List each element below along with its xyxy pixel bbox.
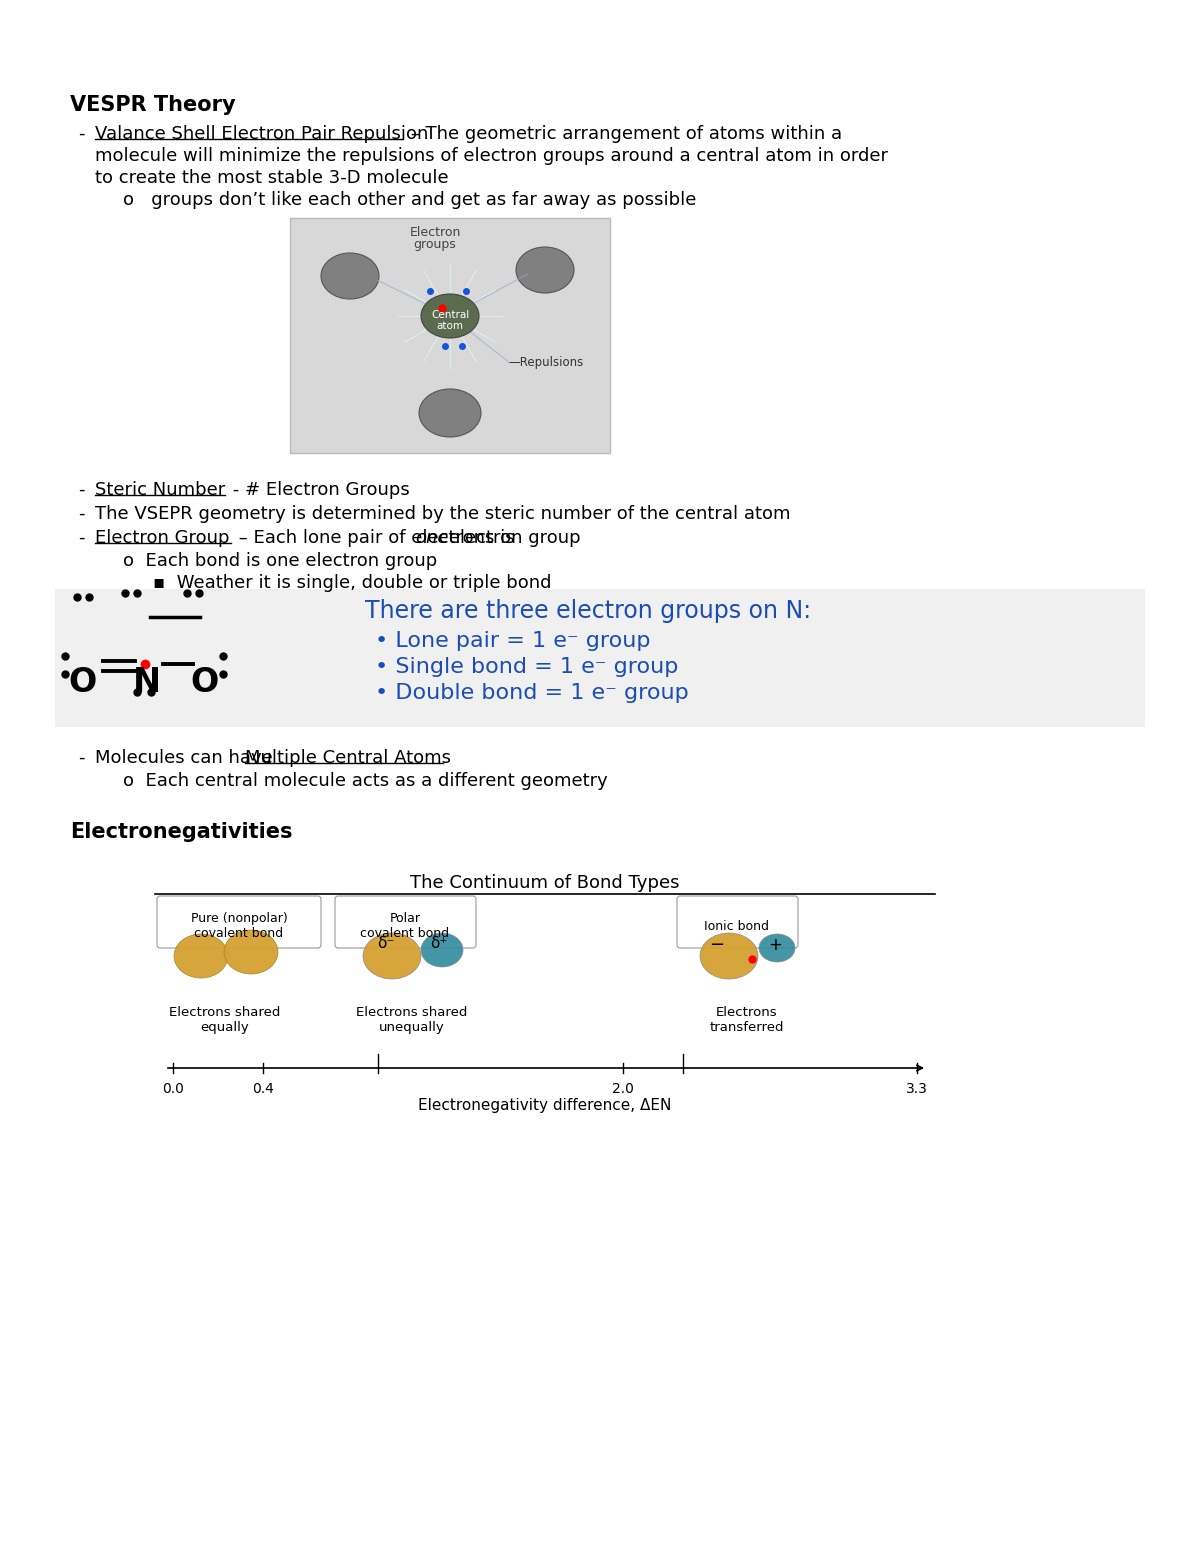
Text: There are three electron groups on N:: There are three electron groups on N: bbox=[365, 599, 811, 623]
FancyBboxPatch shape bbox=[677, 896, 798, 947]
Ellipse shape bbox=[364, 933, 421, 978]
Ellipse shape bbox=[516, 247, 574, 294]
Ellipse shape bbox=[419, 388, 481, 436]
Text: −: − bbox=[709, 936, 724, 954]
Text: -: - bbox=[78, 124, 84, 143]
Text: – Each lone pair of electrons is: – Each lone pair of electrons is bbox=[233, 530, 521, 547]
Ellipse shape bbox=[700, 933, 758, 978]
Text: O: O bbox=[68, 666, 97, 699]
Text: • Single bond = 1 e⁻ group: • Single bond = 1 e⁻ group bbox=[374, 657, 678, 677]
Text: • Double bond = 1 e⁻ group: • Double bond = 1 e⁻ group bbox=[374, 683, 689, 704]
Text: to create the most stable 3-D molecule: to create the most stable 3-D molecule bbox=[95, 169, 449, 186]
Text: o  Each bond is one electron group: o Each bond is one electron group bbox=[124, 551, 437, 570]
Ellipse shape bbox=[760, 933, 796, 961]
Text: electron group: electron group bbox=[443, 530, 581, 547]
FancyBboxPatch shape bbox=[290, 217, 610, 453]
Text: δ⁻: δ⁻ bbox=[377, 936, 395, 950]
Text: -: - bbox=[78, 505, 84, 523]
Text: atom: atom bbox=[437, 321, 463, 331]
Text: one: one bbox=[415, 530, 449, 547]
Ellipse shape bbox=[421, 933, 463, 968]
Text: o   groups don’t like each other and get as far away as possible: o groups don’t like each other and get a… bbox=[124, 191, 696, 210]
Text: 0.4: 0.4 bbox=[252, 1082, 274, 1096]
Text: 0.0: 0.0 bbox=[162, 1082, 184, 1096]
Text: -: - bbox=[78, 530, 84, 547]
FancyBboxPatch shape bbox=[157, 896, 322, 947]
Ellipse shape bbox=[322, 253, 379, 300]
Text: δ⁺: δ⁺ bbox=[430, 936, 448, 950]
Text: N: N bbox=[133, 666, 161, 699]
Text: 3.3: 3.3 bbox=[906, 1082, 928, 1096]
Text: • Lone pair = 1 e⁻ group: • Lone pair = 1 e⁻ group bbox=[374, 631, 650, 651]
Text: Ionic bond: Ionic bond bbox=[704, 919, 769, 932]
Text: Electrons
transferred: Electrons transferred bbox=[709, 1006, 785, 1034]
Ellipse shape bbox=[224, 930, 278, 974]
Text: Polar
covalent bond: Polar covalent bond bbox=[360, 912, 450, 940]
Text: Multiple Central Atoms: Multiple Central Atoms bbox=[245, 749, 457, 767]
Text: Valance Shell Electron Pair Repulsion: Valance Shell Electron Pair Repulsion bbox=[95, 124, 428, 143]
Text: The Continuum of Bond Types: The Continuum of Bond Types bbox=[410, 874, 679, 891]
Text: Electron: Electron bbox=[409, 227, 461, 239]
Text: - # Electron Groups: - # Electron Groups bbox=[227, 481, 409, 499]
Bar bbox=[55, 589, 1145, 727]
Text: +: + bbox=[768, 936, 782, 954]
Text: Electrons shared
equally: Electrons shared equally bbox=[169, 1006, 281, 1034]
Text: groups: groups bbox=[414, 238, 456, 252]
Text: O: O bbox=[191, 666, 220, 699]
Text: VESPR Theory: VESPR Theory bbox=[70, 95, 235, 115]
Text: o  Each central molecule acts as a different geometry: o Each central molecule acts as a differ… bbox=[124, 772, 607, 790]
Ellipse shape bbox=[421, 294, 479, 339]
Text: – The geometric arrangement of atoms within a: – The geometric arrangement of atoms wit… bbox=[406, 124, 842, 143]
Text: Steric Number: Steric Number bbox=[95, 481, 226, 499]
Ellipse shape bbox=[174, 933, 228, 978]
Text: 2.0: 2.0 bbox=[612, 1082, 634, 1096]
Text: -: - bbox=[78, 749, 84, 767]
Text: Pure (nonpolar)
covalent bond: Pure (nonpolar) covalent bond bbox=[191, 912, 287, 940]
Text: -: - bbox=[78, 481, 84, 499]
Text: —Repulsions: —Repulsions bbox=[508, 356, 583, 370]
FancyBboxPatch shape bbox=[335, 896, 476, 947]
Text: Central: Central bbox=[431, 311, 469, 320]
Text: Electronegativities: Electronegativities bbox=[70, 822, 293, 842]
Text: Electronegativity difference, ΔEN: Electronegativity difference, ΔEN bbox=[419, 1098, 672, 1114]
Text: Molecules can have: Molecules can have bbox=[95, 749, 278, 767]
Text: Electrons shared
unequally: Electrons shared unequally bbox=[356, 1006, 468, 1034]
Text: The VSEPR geometry is determined by the steric number of the central atom: The VSEPR geometry is determined by the … bbox=[95, 505, 791, 523]
Text: molecule will minimize the repulsions of electron groups around a central atom i: molecule will minimize the repulsions of… bbox=[95, 148, 888, 165]
Text: ▪  Weather it is single, double or triple bond: ▪ Weather it is single, double or triple… bbox=[154, 575, 552, 592]
Text: Electron Group: Electron Group bbox=[95, 530, 229, 547]
